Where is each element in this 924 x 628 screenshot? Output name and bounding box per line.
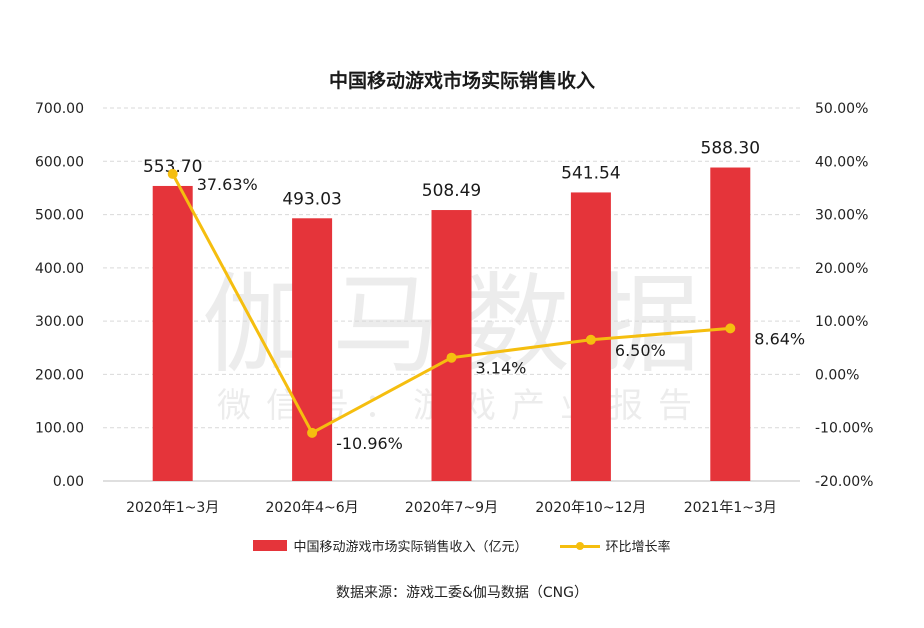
legend-bar-swatch bbox=[253, 540, 288, 551]
y-left-tick-label: 0.00 bbox=[53, 474, 84, 490]
y-right-tick-label: 0.00% bbox=[815, 367, 859, 383]
x-tick-label: 2020年10~12月 bbox=[535, 500, 646, 516]
bar-value-label: 493.03 bbox=[282, 189, 341, 209]
x-tick-label: 2021年1~3月 bbox=[684, 500, 777, 516]
legend-item-revenue: 中国移动游戏市场实际销售收入（亿元） bbox=[253, 536, 528, 555]
legend-label-growth: 环比增长率 bbox=[605, 540, 671, 555]
x-tick-label: 2020年1~3月 bbox=[126, 500, 219, 516]
growth-label: 8.64% bbox=[754, 329, 805, 348]
legend-line-swatch bbox=[559, 540, 600, 552]
growth-point bbox=[725, 323, 736, 334]
growth-point bbox=[307, 427, 318, 438]
y-right-tick-label: 30.00% bbox=[815, 208, 868, 224]
growth-label: 37.63% bbox=[197, 175, 258, 194]
y-right-tick-label: 20.00% bbox=[815, 261, 868, 277]
legend-label-revenue: 中国移动游戏市场实际销售收入（亿元） bbox=[293, 540, 528, 555]
chart-title: 中国移动游戏市场实际销售收入 bbox=[328, 70, 595, 92]
bar-value-label: 588.30 bbox=[701, 139, 760, 159]
y-right-tick-label: 50.00% bbox=[815, 101, 868, 117]
y-left-tick-label: 200.00 bbox=[35, 367, 84, 383]
growth-label: 6.50% bbox=[615, 341, 666, 360]
growth-point bbox=[167, 168, 178, 179]
y-left-tick-label: 500.00 bbox=[35, 208, 84, 224]
y-left-tick-label: 400.00 bbox=[35, 261, 84, 277]
y-right-tick-label: 40.00% bbox=[815, 154, 868, 170]
bar bbox=[292, 218, 333, 481]
y-right-tick-label: 10.00% bbox=[815, 314, 868, 330]
x-tick-label: 2020年4~6月 bbox=[266, 500, 359, 516]
y-left-tick-label: 300.00 bbox=[35, 314, 84, 330]
legend: 中国移动游戏市场实际销售收入（亿元） 环比增长率 bbox=[0, 536, 924, 555]
legend-item-growth: 环比增长率 bbox=[559, 536, 671, 555]
y-left-tick-label: 700.00 bbox=[35, 101, 84, 117]
y-right-tick-label: -10.00% bbox=[815, 421, 873, 437]
growth-point bbox=[585, 334, 596, 345]
bar-value-label: 508.49 bbox=[422, 181, 481, 201]
y-right-tick-label: -20.00% bbox=[815, 474, 873, 490]
bar-value-label: 541.54 bbox=[561, 163, 620, 183]
x-tick-label: 2020年7~9月 bbox=[405, 500, 498, 516]
data-source: 数据来源：游戏工委&伽马数据（CNG） bbox=[335, 585, 588, 601]
growth-label: -10.96% bbox=[336, 434, 403, 453]
bar-value-label: 553.70 bbox=[143, 157, 202, 177]
bar bbox=[152, 185, 193, 481]
y-left-tick-label: 100.00 bbox=[35, 421, 84, 437]
y-left-tick-label: 600.00 bbox=[35, 154, 84, 170]
growth-label: 3.14% bbox=[476, 359, 527, 378]
bar bbox=[431, 210, 472, 481]
growth-point bbox=[446, 352, 457, 363]
